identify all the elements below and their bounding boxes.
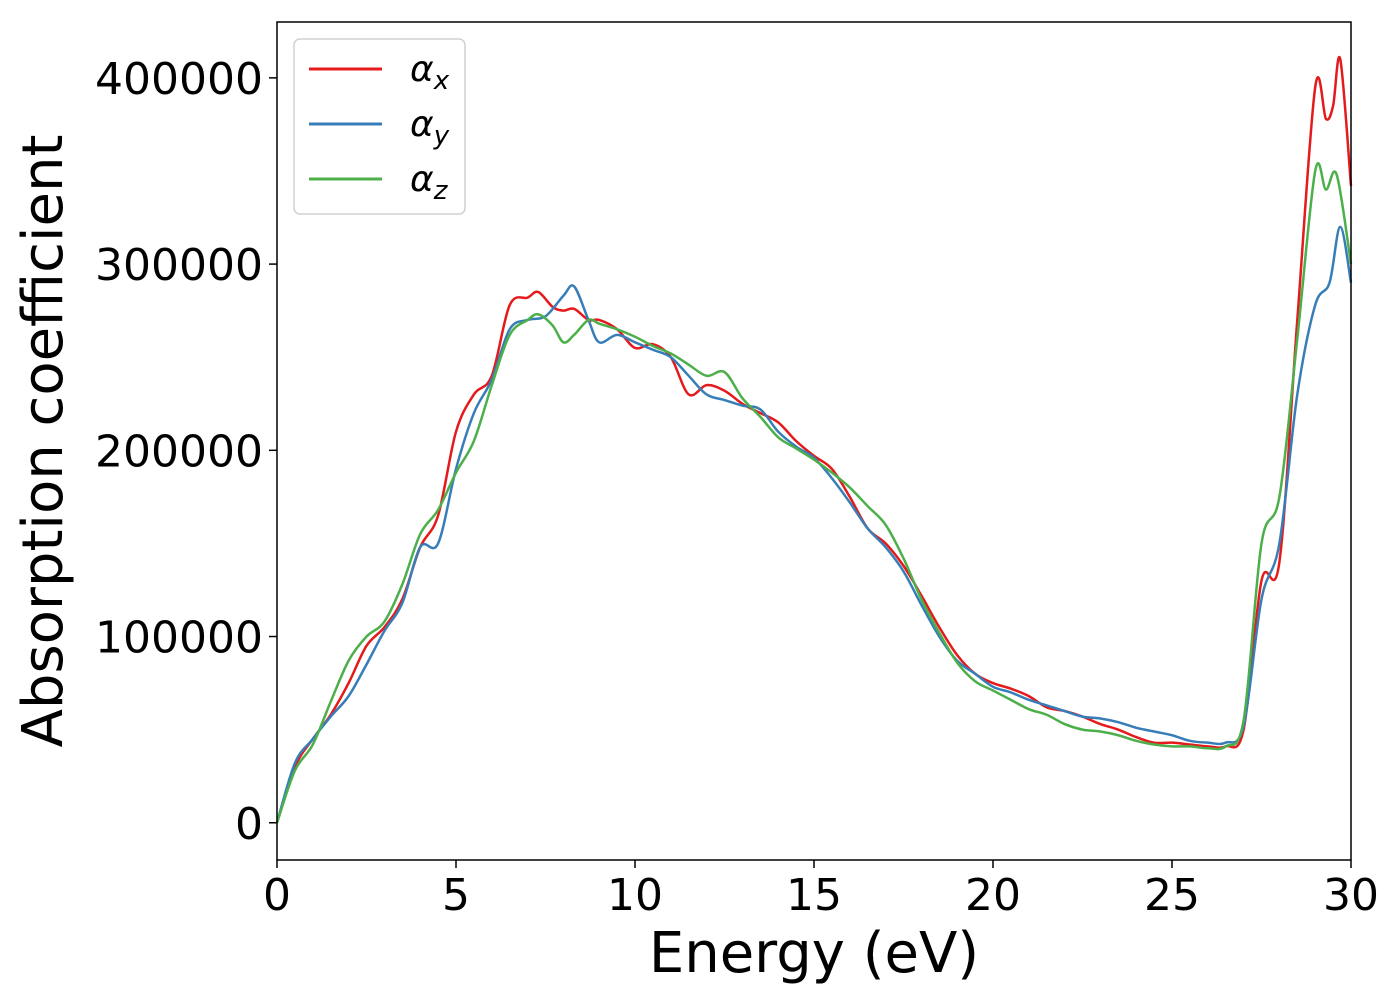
y-axis-ticks: 0 100000 200000 300000 400000 — [95, 54, 277, 850]
y-tick-label: 100000 — [95, 613, 263, 664]
x-axis-ticks: 0 5 10 15 20 25 30 — [263, 860, 1379, 921]
x-tick-label: 10 — [607, 870, 663, 921]
y-tick-label: 400000 — [95, 54, 263, 105]
x-tick-label: 15 — [786, 870, 842, 921]
x-tick-label: 20 — [965, 870, 1021, 921]
legend-label-z: αz — [410, 159, 449, 206]
series-line-z — [275, 161, 1353, 824]
series-layer — [275, 55, 1353, 824]
y-axis-title: Absorption coefficient — [11, 135, 76, 748]
legend: αx αy αz — [293, 38, 466, 215]
x-tick-label: 30 — [1323, 870, 1379, 921]
x-axis-title: Energy (eV) — [649, 921, 979, 986]
legend-label-y: αy — [410, 104, 450, 151]
legend-label-x: αx — [410, 49, 450, 96]
legend-box — [293, 38, 466, 215]
y-tick-label: 0 — [235, 799, 263, 850]
x-tick-label: 5 — [442, 870, 470, 921]
y-tick-label: 200000 — [95, 426, 263, 477]
y-tick-label: 300000 — [95, 240, 263, 291]
series-line-y — [275, 225, 1353, 824]
x-tick-label: 0 — [263, 870, 291, 921]
x-tick-label: 25 — [1144, 870, 1200, 921]
